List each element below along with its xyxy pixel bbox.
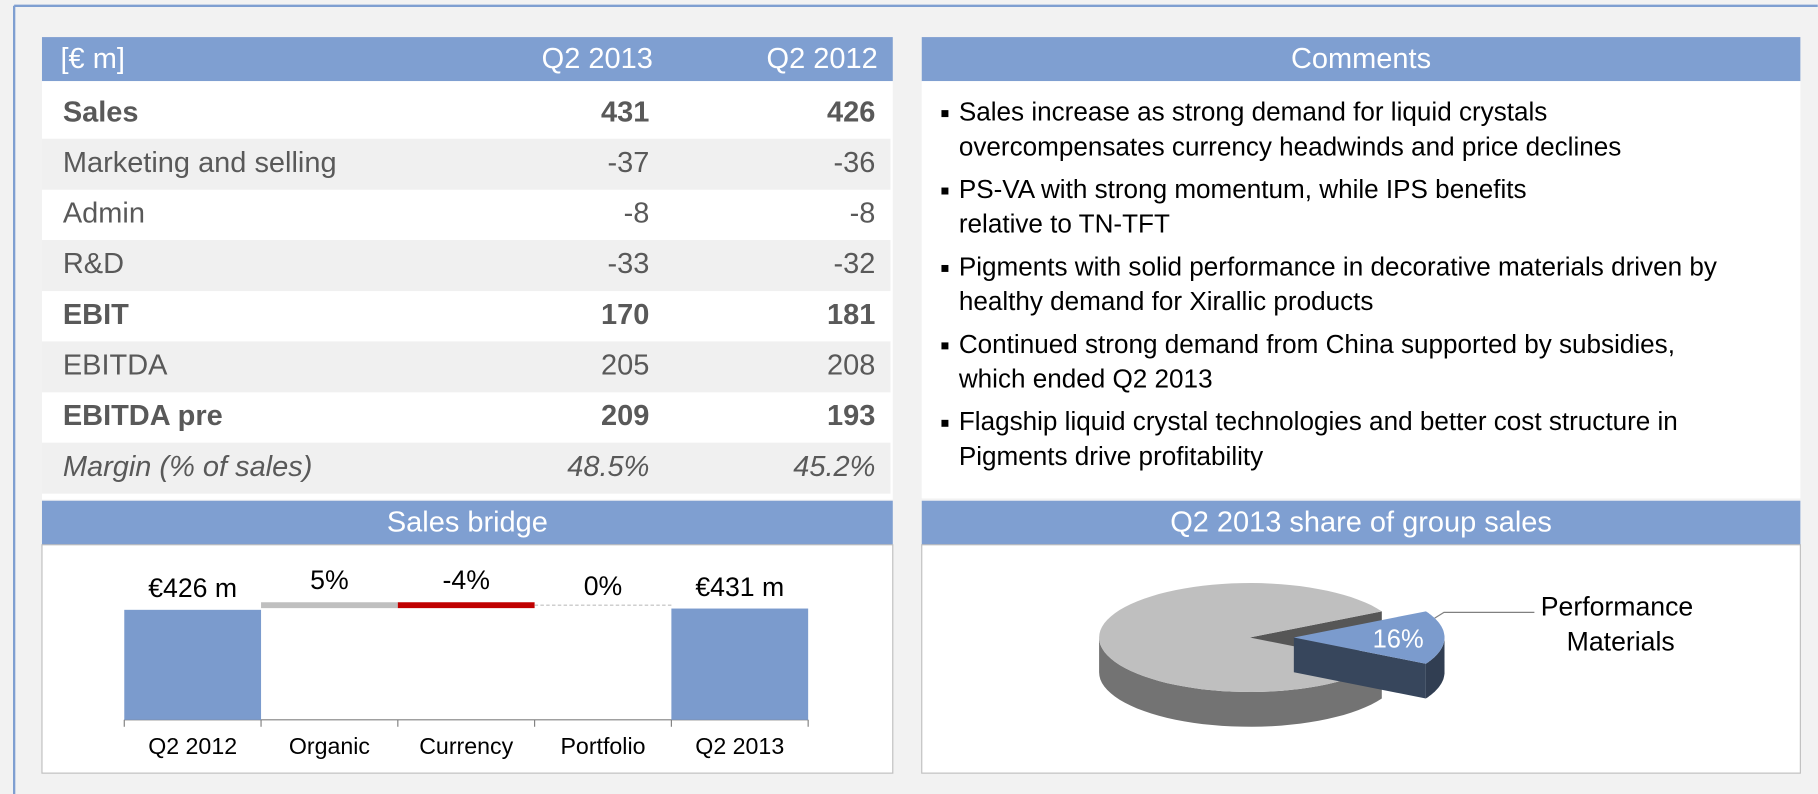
pie-slice — [1293, 611, 1445, 664]
row-band — [41, 341, 891, 393]
table-cell: 208 — [827, 350, 875, 382]
value-label: 5% — [310, 565, 349, 595]
category-label: Currency — [419, 733, 513, 759]
chart-title: Sales bridge — [387, 507, 548, 539]
table-cell: -36 — [834, 147, 876, 179]
bullet — [941, 419, 949, 427]
category-label: Q2 2013 — [695, 733, 784, 759]
table-cell: 205 — [601, 350, 649, 382]
comment-line: PS-VA with strong momentum, while IPS be… — [959, 174, 1527, 204]
category-label: Q2 2012 — [148, 733, 237, 759]
header-cell: [€ m] — [61, 43, 125, 75]
value-label: -4% — [443, 565, 490, 595]
table-cell: Marketing and selling — [63, 147, 337, 179]
table-cell: -33 — [607, 248, 649, 280]
comment-line: relative to TN-TFT — [959, 209, 1170, 239]
table-cell: 209 — [601, 400, 649, 432]
total-bar — [124, 609, 262, 720]
value-label: €426 m — [148, 573, 237, 603]
comment-line: healthy demand for Xirallic products — [959, 286, 1374, 316]
slice-side — [1425, 637, 1445, 699]
table-cell: Admin — [63, 198, 145, 230]
category-label: Performance Materials — [1541, 592, 1701, 657]
comment-line: which ended Q2 2013 — [958, 364, 1213, 394]
header-cell: Q2 2012 — [767, 43, 878, 75]
bullet — [941, 187, 949, 195]
row-band — [41, 138, 891, 190]
table-cell: 431 — [601, 96, 649, 128]
table-cell: 170 — [601, 299, 649, 331]
row-band — [41, 442, 891, 494]
table-cell: EBIT — [63, 299, 129, 331]
value-label: 0% — [584, 571, 623, 601]
slice-wall — [1293, 637, 1426, 699]
table-cell: 181 — [827, 299, 875, 331]
slice-label: 16% — [1373, 626, 1424, 654]
chart-title: Q2 2013 share of group sales — [1170, 507, 1552, 539]
category-label: Portfolio — [560, 733, 645, 759]
table-cell: -32 — [834, 248, 876, 280]
row-band — [41, 240, 891, 292]
comments-title: Comments — [1291, 43, 1431, 75]
comment-line: Sales increase as strong demand for liqu… — [959, 96, 1547, 126]
table-cell: EBITDA — [63, 350, 168, 382]
panel-header — [921, 500, 1801, 545]
comment-line: Flagship liquid crystal technologies and… — [959, 406, 1678, 436]
bullet — [941, 110, 949, 118]
table-cell: 426 — [827, 96, 875, 128]
comment-line: overcompensates currency headwinds and p… — [959, 131, 1621, 161]
header-cell: Q2 2013 — [542, 43, 653, 75]
table-header — [41, 37, 893, 82]
comments-header — [921, 37, 1801, 82]
comments-body — [921, 81, 1801, 499]
comment-line: Continued strong demand from China suppo… — [959, 329, 1675, 359]
comment-line: Pigments drive profitability — [959, 441, 1263, 471]
table-cell: -8 — [624, 198, 650, 230]
category-label: Organic — [289, 733, 370, 759]
table-cell: R&D — [63, 248, 124, 280]
table-cell: -8 — [850, 198, 876, 230]
table-cell: Sales — [63, 96, 139, 128]
leader-line — [1434, 611, 1535, 619]
value-label: €431 m — [695, 572, 784, 602]
comment-line: Pigments with solid performance in decor… — [959, 251, 1717, 281]
bullet — [941, 342, 949, 350]
panel-header — [41, 500, 893, 545]
table-cell: 48.5% — [567, 451, 649, 483]
table-cell: -37 — [607, 147, 649, 179]
table-cell: 193 — [827, 400, 875, 432]
total-bar — [671, 608, 809, 720]
table-cell: 45.2% — [793, 451, 875, 483]
table-cell: Margin (% of sales) — [63, 451, 313, 483]
slice-side — [1099, 637, 1382, 727]
bullet — [941, 264, 949, 272]
table-cell: EBITDA pre — [63, 400, 223, 432]
